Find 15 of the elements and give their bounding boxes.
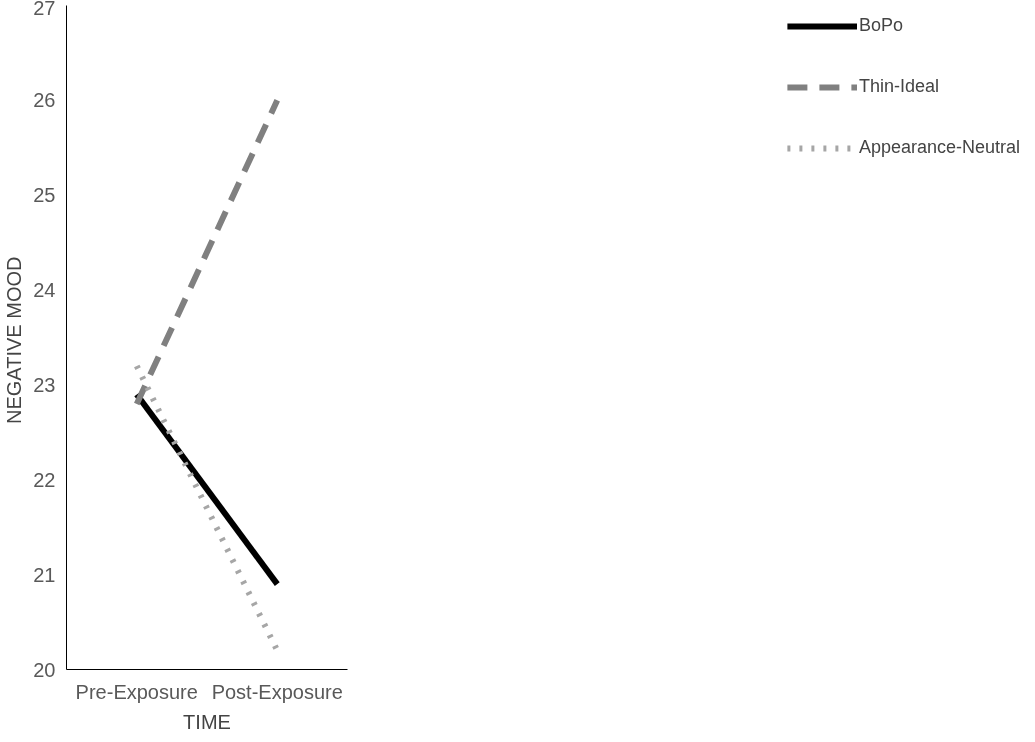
y-tick-label: 23 [33,373,56,396]
legend-label: Thin-Ideal [858,76,939,97]
x-tick-label: Post-Exposure [211,680,343,703]
x-tick-label: Pre-Exposure [75,680,198,703]
y-tick-label: 20 [33,658,56,681]
y-tick-label: 25 [33,184,56,207]
legend-label: Appearance-Neutral [858,137,1020,158]
y-tick-label: 26 [33,89,56,112]
y-tick-label: 21 [33,563,56,586]
x-axis-title: TIME [183,710,231,733]
y-tick-label: 22 [33,468,56,491]
legend-label: BoPo [858,15,903,36]
y-tick-label: 24 [33,279,56,302]
y-axis-title: NEGATIVE MOOD [3,256,26,424]
y-tick-label: 27 [33,0,56,19]
